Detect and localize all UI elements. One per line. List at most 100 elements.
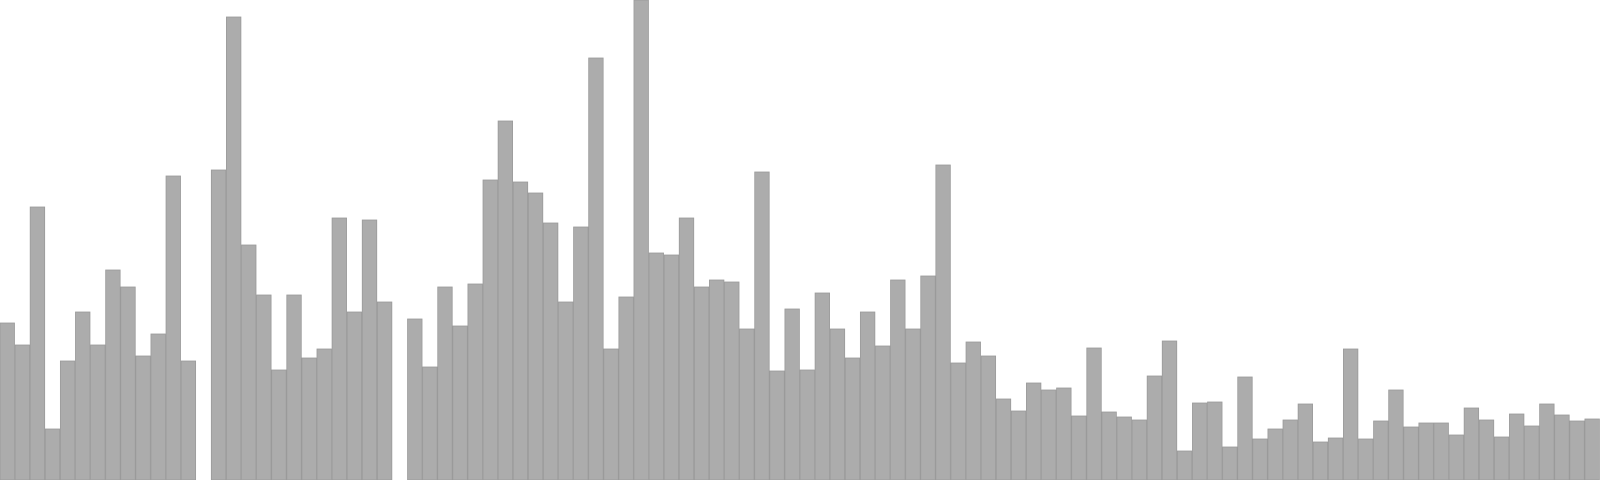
- bar-0: [0, 322, 15, 480]
- bar-19: [286, 294, 302, 480]
- bar-41: [618, 296, 634, 480]
- bar-62: [935, 164, 951, 480]
- bar-49: [739, 328, 755, 480]
- bar-94: [1418, 422, 1434, 480]
- bar-55: [829, 328, 846, 480]
- bar-96: [1448, 434, 1464, 480]
- bar-65: [980, 355, 997, 480]
- bar-46: [693, 286, 710, 480]
- bar-64: [965, 341, 981, 480]
- bar-52: [784, 308, 800, 480]
- bar-51: [769, 370, 785, 480]
- bar-79: [1192, 402, 1208, 480]
- bar-56: [844, 357, 861, 480]
- bar-47: [709, 279, 725, 480]
- bar-57: [859, 311, 876, 480]
- bar-38: [573, 226, 589, 480]
- bar-50: [754, 171, 770, 480]
- bar-90: [1358, 438, 1374, 480]
- bar-61: [920, 275, 936, 480]
- bar-12: [180, 360, 197, 480]
- bar-36: [543, 222, 559, 480]
- bar-37: [558, 301, 574, 480]
- bar-3: [44, 428, 61, 480]
- bar-18: [271, 369, 287, 480]
- bar-76: [1146, 375, 1163, 480]
- bar-48: [724, 281, 740, 480]
- bar-95: [1433, 422, 1449, 480]
- bar-39: [588, 57, 604, 480]
- bar-45: [678, 217, 695, 480]
- bar-89: [1343, 348, 1359, 480]
- bar-75: [1131, 419, 1147, 480]
- bar-2: [29, 206, 46, 480]
- bar-32: [482, 179, 498, 480]
- bar-60: [905, 328, 921, 480]
- bar-35: [527, 192, 544, 480]
- bar-80: [1207, 401, 1223, 480]
- bar-105: [1584, 418, 1600, 480]
- bar-82: [1237, 376, 1253, 480]
- bar-87: [1312, 441, 1329, 480]
- bar-23: [346, 311, 363, 480]
- bar-86: [1297, 403, 1313, 480]
- bar-9: [135, 355, 151, 480]
- bar-8: [120, 286, 136, 480]
- bar-71: [1071, 415, 1087, 480]
- bar-31: [467, 283, 483, 480]
- bar-77: [1161, 340, 1178, 480]
- bar-70: [1056, 387, 1072, 480]
- bar-91: [1373, 420, 1389, 480]
- bar-100: [1509, 413, 1525, 480]
- bar-93: [1403, 426, 1419, 480]
- bar-54: [814, 292, 830, 480]
- bar-29: [437, 286, 453, 480]
- bar-21: [316, 348, 332, 480]
- bar-104: [1569, 420, 1585, 480]
- bar-66: [995, 398, 1012, 480]
- bar-67: [1010, 410, 1027, 480]
- bar-28: [422, 366, 438, 480]
- bar-68: [1026, 382, 1042, 480]
- bar-6: [90, 344, 106, 480]
- bar-20: [301, 357, 317, 480]
- bar-17: [256, 294, 272, 480]
- bar-97: [1463, 407, 1480, 480]
- bar-25: [376, 301, 393, 480]
- bar-7: [105, 269, 121, 480]
- bar-10: [150, 333, 166, 480]
- bar-27: [407, 318, 423, 480]
- bar-5: [75, 311, 91, 480]
- bar-81: [1222, 446, 1238, 480]
- bar-1: [14, 344, 30, 480]
- bar-103: [1554, 414, 1570, 480]
- bar-30: [452, 325, 468, 480]
- bar-84: [1267, 428, 1283, 480]
- bar-101: [1524, 425, 1540, 480]
- bar-74: [1116, 416, 1132, 480]
- bar-44: [663, 254, 680, 480]
- bar-73: [1101, 411, 1117, 480]
- bar-92: [1388, 389, 1404, 480]
- bar-22: [331, 217, 347, 480]
- bar-42: [633, 0, 649, 480]
- bar-83: [1252, 438, 1268, 480]
- bar-16: [241, 244, 257, 480]
- bar-40: [603, 348, 619, 480]
- bar-72: [1086, 347, 1102, 480]
- bar-34: [512, 181, 529, 480]
- bar-14: [210, 169, 227, 480]
- bar-11: [165, 175, 181, 480]
- bar-78: [1176, 450, 1193, 480]
- bar-85: [1282, 419, 1298, 480]
- bar-24: [361, 219, 378, 480]
- bar-98: [1478, 419, 1495, 480]
- bar-99: [1493, 436, 1510, 480]
- bar-43: [648, 252, 664, 480]
- bar-69: [1041, 389, 1057, 480]
- bar-53: [799, 369, 815, 480]
- bar-59: [890, 279, 906, 480]
- bar-15: [226, 16, 242, 480]
